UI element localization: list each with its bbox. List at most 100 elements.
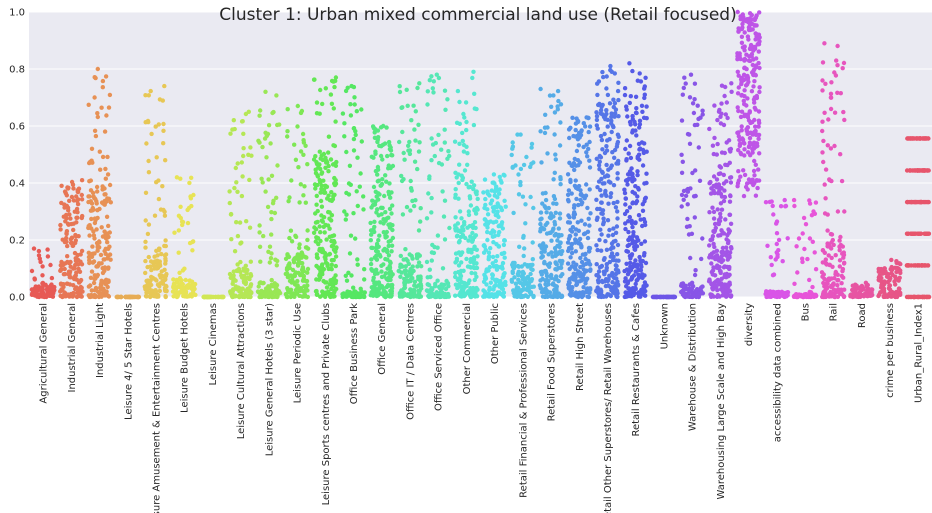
data-point (233, 284, 238, 289)
data-point (442, 294, 447, 300)
data-point (609, 251, 615, 256)
data-point (326, 209, 331, 215)
data-point (235, 161, 240, 166)
data-point (828, 146, 834, 151)
data-point (88, 252, 94, 258)
data-point (904, 263, 910, 268)
data-point (587, 139, 592, 145)
data-point (807, 198, 812, 203)
data-point (384, 179, 389, 184)
data-point (605, 138, 610, 143)
data-point (587, 223, 592, 228)
data-point (538, 221, 543, 227)
data-point (148, 88, 153, 94)
data-point (240, 119, 245, 124)
data-point (822, 276, 827, 282)
data-point (525, 294, 530, 299)
data-point (643, 75, 648, 81)
data-point (911, 294, 916, 300)
data-point (402, 280, 407, 285)
data-point (301, 273, 306, 279)
data-point (408, 291, 413, 296)
data-point (178, 204, 183, 209)
data-point (486, 257, 491, 262)
data-point (889, 289, 894, 295)
data-point (638, 79, 644, 84)
data-point (748, 27, 753, 32)
data-point (771, 212, 776, 217)
data-point (295, 278, 300, 284)
data-point (718, 255, 724, 260)
data-point (267, 292, 272, 297)
data-point (494, 184, 499, 189)
data-point (40, 280, 46, 286)
data-point (725, 240, 731, 246)
data-point (626, 229, 631, 235)
data-point (434, 290, 439, 296)
data-point (609, 288, 614, 293)
data-point (161, 128, 166, 133)
data-point (568, 125, 573, 130)
data-point (594, 123, 599, 128)
data-point (541, 287, 546, 292)
data-point (644, 180, 649, 186)
data-point (490, 234, 496, 239)
data-point (413, 294, 419, 299)
data-point (58, 222, 63, 228)
data-point (778, 292, 783, 297)
data-point (829, 291, 835, 296)
data-point (239, 193, 245, 199)
data-point (608, 191, 614, 196)
data-point (285, 107, 290, 112)
data-point (171, 277, 176, 282)
data-point (61, 293, 66, 298)
data-point (319, 249, 324, 254)
data-point (407, 252, 412, 257)
data-point (378, 153, 384, 159)
data-point (757, 10, 762, 15)
data-point (304, 245, 309, 250)
data-point (352, 102, 357, 107)
data-point (763, 200, 769, 205)
data-point (551, 201, 556, 206)
data-point (754, 132, 760, 137)
data-point (827, 178, 832, 183)
data-point (485, 237, 490, 243)
data-point (599, 169, 605, 174)
data-point (624, 209, 630, 214)
data-point (739, 124, 744, 129)
data-point (329, 286, 334, 292)
data-point (693, 268, 698, 273)
data-point (755, 185, 760, 191)
data-point (741, 193, 747, 199)
data-point (801, 215, 807, 221)
data-point (915, 294, 921, 300)
data-point (498, 264, 503, 270)
data-point (388, 222, 393, 227)
data-point (714, 177, 720, 182)
data-point (780, 259, 785, 264)
data-point (463, 235, 468, 241)
data-point (439, 147, 444, 152)
data-point (553, 157, 558, 162)
data-point (595, 247, 600, 253)
data-point (271, 283, 276, 289)
data-point (359, 139, 364, 144)
data-point (89, 269, 95, 274)
data-point (729, 246, 734, 251)
data-point (371, 184, 377, 190)
data-point (499, 180, 504, 185)
data-point (326, 150, 331, 155)
data-point (475, 207, 480, 212)
data-point (409, 118, 414, 123)
data-point (185, 220, 191, 226)
data-point (611, 183, 617, 188)
data-point (245, 267, 250, 273)
data-point (727, 212, 733, 217)
data-point (301, 152, 306, 157)
data-point (596, 79, 602, 84)
data-point (629, 253, 634, 258)
data-point (588, 211, 593, 216)
data-point (611, 226, 616, 231)
data-point (746, 144, 752, 150)
